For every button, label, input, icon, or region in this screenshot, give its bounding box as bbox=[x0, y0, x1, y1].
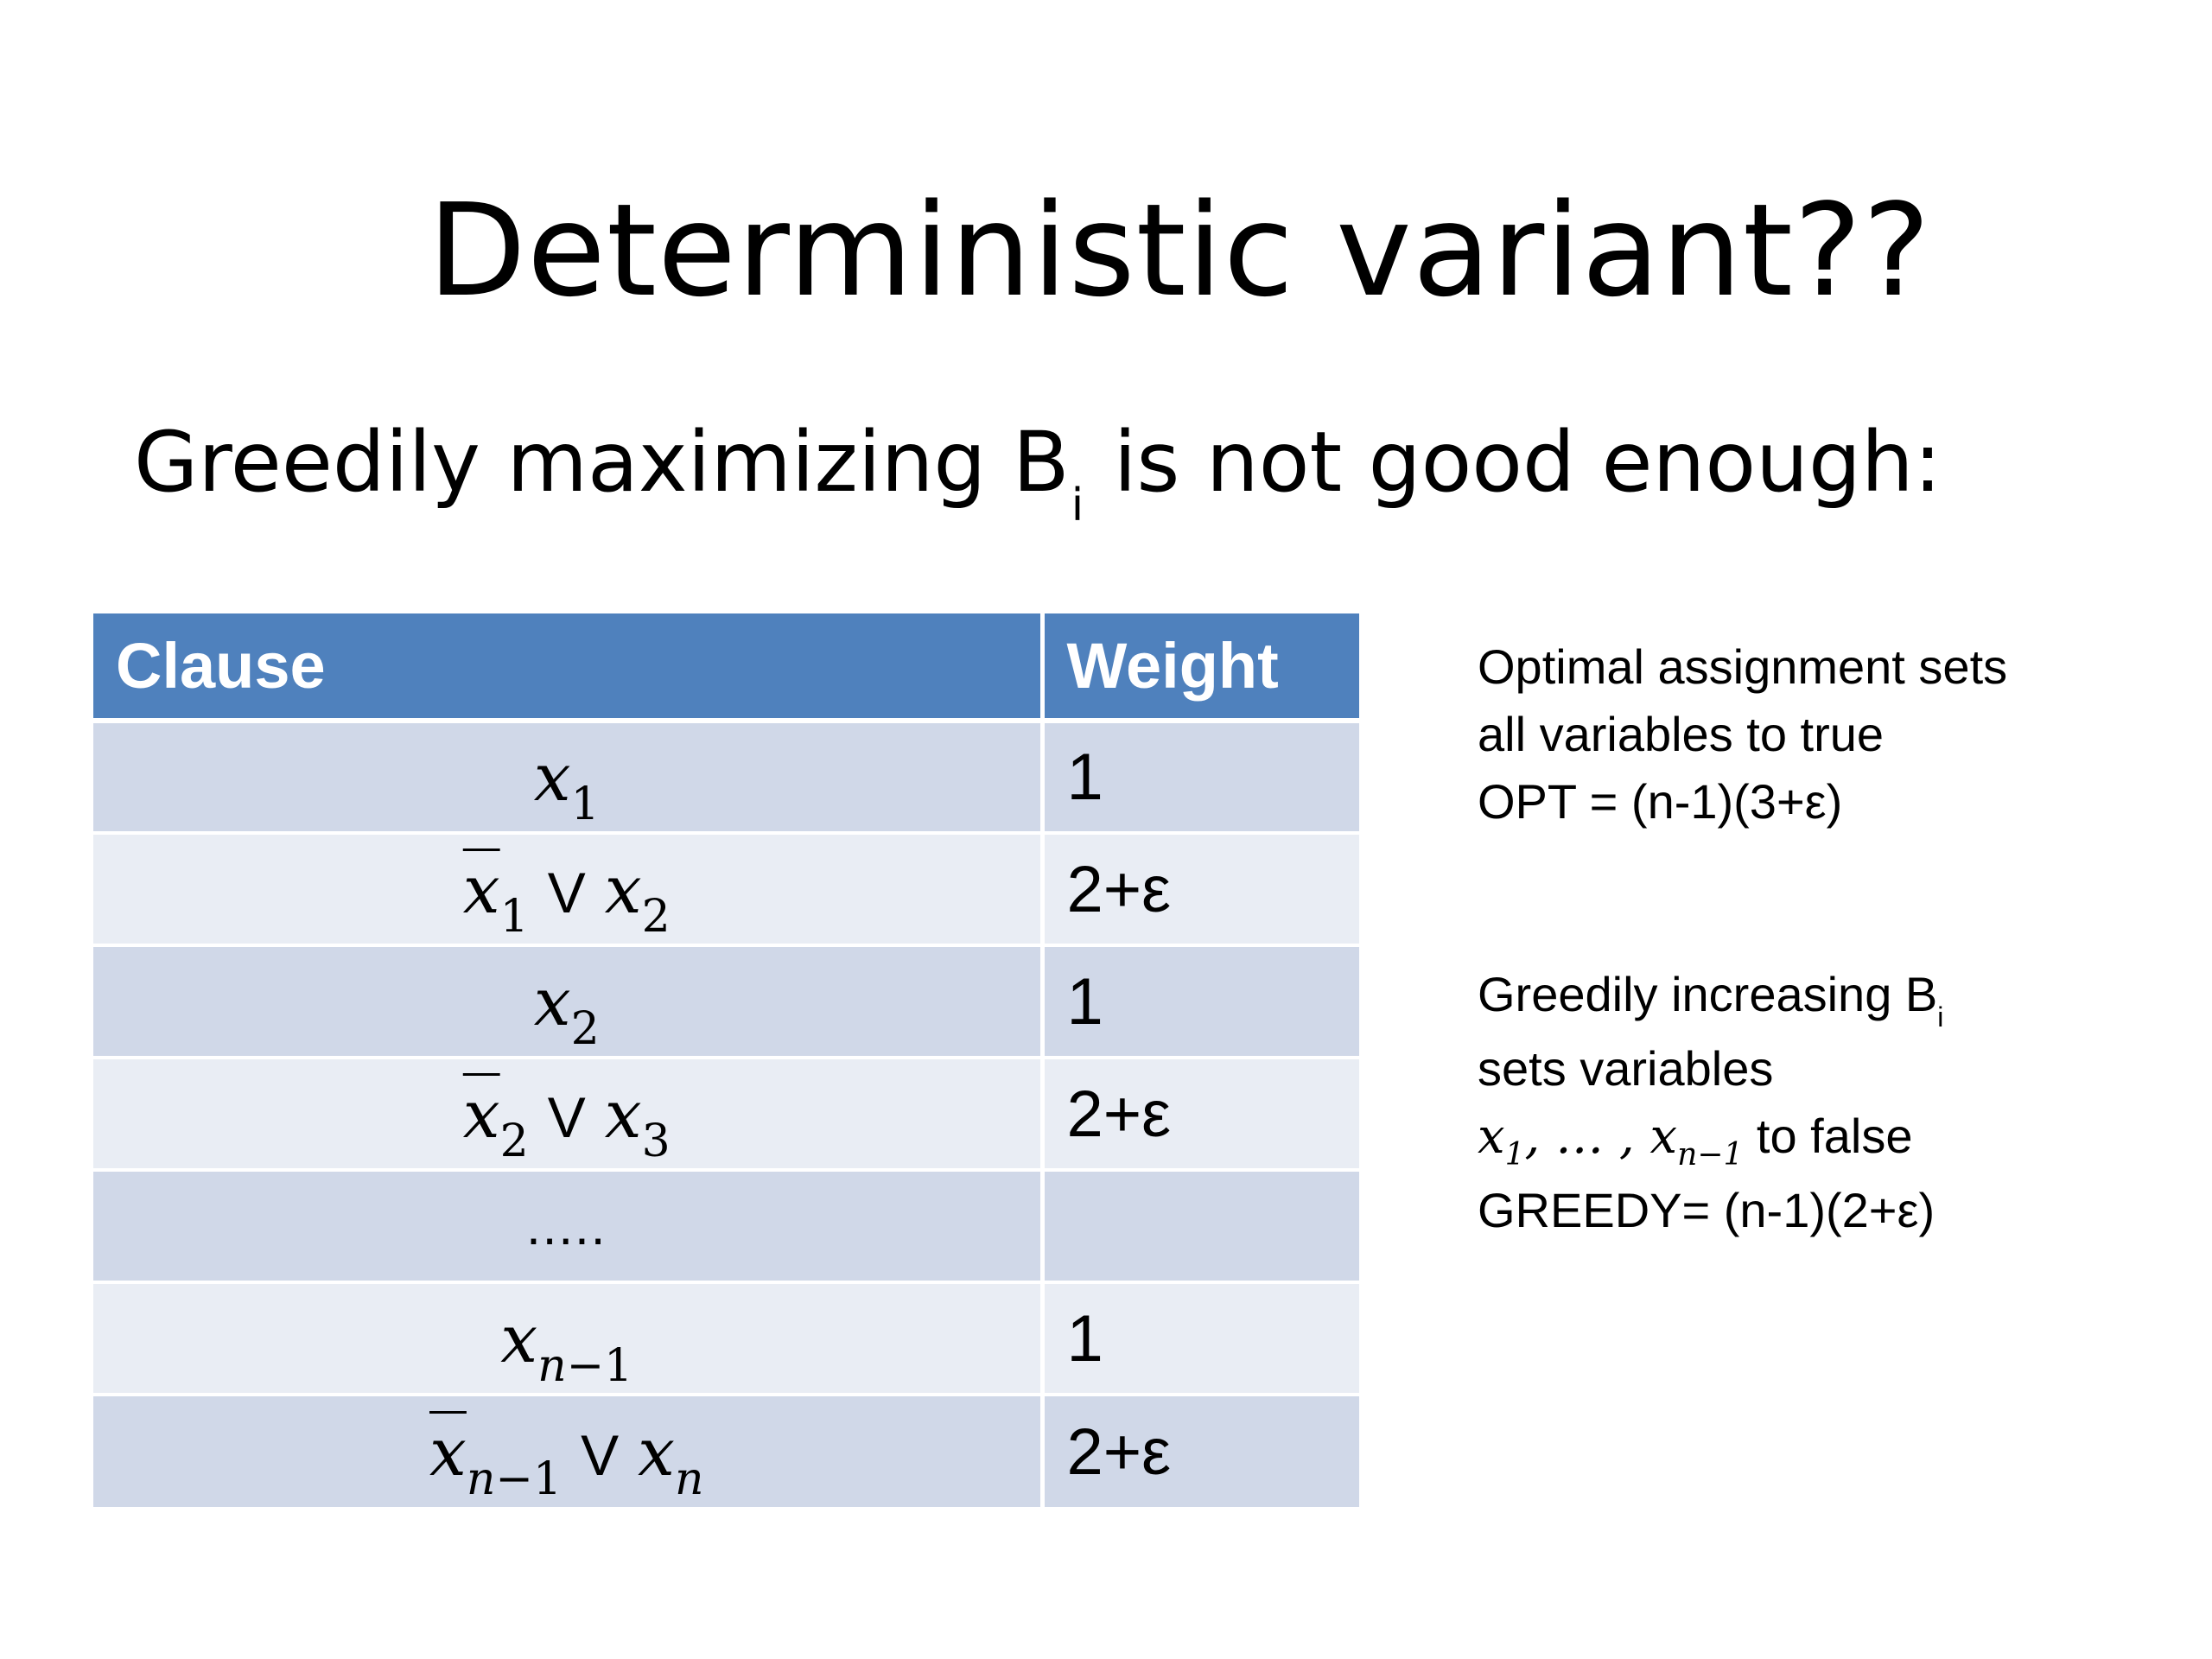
optimal-line-2: all variables to true bbox=[1478, 707, 1885, 761]
greedy-note: Greedily increasing Bi sets variables x1… bbox=[1478, 961, 1943, 1244]
weight-cell: 1 bbox=[1042, 719, 1359, 833]
subtitle-text: Greedily maximizing B bbox=[134, 414, 1070, 511]
clause-cell: x2 bbox=[93, 944, 1045, 1058]
table-row: x1 1 bbox=[93, 719, 1359, 833]
subtitle-subscript: i bbox=[1071, 480, 1084, 531]
ellipsis-cell: ..... bbox=[93, 1168, 1045, 1282]
weight-cell: 2+ε bbox=[1042, 1056, 1359, 1170]
weight-cell bbox=[1042, 1168, 1359, 1282]
weight-cell: 1 bbox=[1042, 1281, 1359, 1395]
greedy-line-1: Greedily increasing Bi bbox=[1478, 967, 1944, 1033]
clause-cell: xn−1 bbox=[93, 1281, 1045, 1395]
weight-cell: 2+ε bbox=[1042, 1393, 1359, 1507]
optimal-line-1: Optimal assignment sets bbox=[1478, 639, 2008, 694]
slide-title: Deterministic variant?? bbox=[427, 176, 1932, 325]
greedy-line-3: x1, … , xn−1 to false bbox=[1478, 1109, 1913, 1173]
greedy-line-2: sets variables bbox=[1478, 1041, 1774, 1096]
greedy-line-4: GREEDY= (n-1)(2+ε) bbox=[1478, 1183, 1936, 1237]
table-row: ..... bbox=[93, 1168, 1359, 1282]
weight-cell: 1 bbox=[1042, 944, 1359, 1058]
optimal-line-3: OPT = (n-1)(3+ε) bbox=[1478, 774, 1843, 829]
weight-cell: 2+ε bbox=[1042, 831, 1359, 945]
table-row: x2 1 bbox=[93, 944, 1359, 1058]
header-weight: Weight bbox=[1042, 613, 1359, 723]
header-clause: Clause bbox=[93, 613, 1045, 723]
slide-subtitle: Greedily maximizing Bi is not good enoug… bbox=[134, 406, 1942, 532]
table-header-row: Clause Weight bbox=[93, 613, 1359, 723]
clause-cell: x1 bbox=[93, 719, 1045, 833]
subtitle-rest: is not good enough: bbox=[1087, 414, 1942, 511]
optimal-note: Optimal assignment sets all variables to… bbox=[1478, 633, 2007, 836]
table-row: xn−1 1 bbox=[93, 1281, 1359, 1395]
